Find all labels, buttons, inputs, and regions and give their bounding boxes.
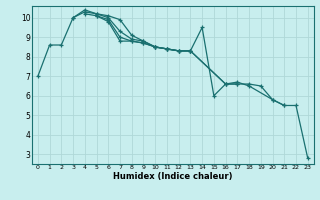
X-axis label: Humidex (Indice chaleur): Humidex (Indice chaleur) xyxy=(113,172,233,181)
